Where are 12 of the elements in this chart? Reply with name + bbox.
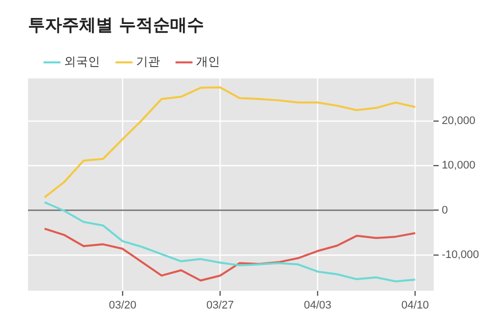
legend-label: 개인	[196, 54, 220, 69]
y-tick-label: -10,000	[442, 249, 480, 262]
x-tick-label: 04/03	[304, 299, 332, 312]
y-tick-label: 20,000	[442, 114, 476, 127]
x-tick-label: 03/27	[206, 299, 234, 312]
legend-label: 외국인	[64, 54, 100, 69]
chart-title: 투자주체별 누적순매수	[28, 16, 204, 36]
x-tick-label: 04/10	[401, 299, 429, 312]
legend-label: 기관	[136, 54, 160, 69]
x-tick-label: 03/20	[108, 299, 136, 312]
y-tick-label: 10,000	[442, 160, 476, 172]
y-tick-label: 0	[442, 204, 448, 216]
